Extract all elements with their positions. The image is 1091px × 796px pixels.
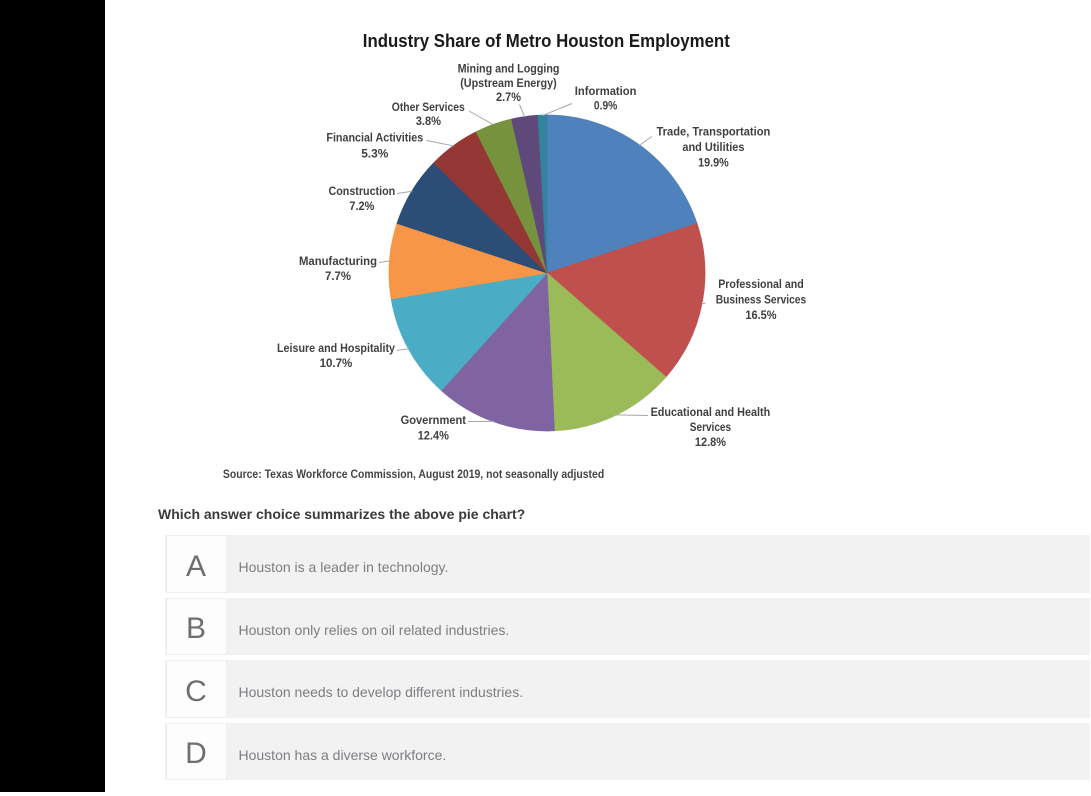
svg-text:Trade, Transportation: Trade, Transportation [657,124,771,138]
svg-text:Information: Information [575,84,637,98]
svg-text:Educational and Health: Educational and Health [651,405,771,419]
svg-text:5.3%: 5.3% [361,146,388,160]
svg-text:3.8%: 3.8% [416,114,442,128]
svg-text:Industry Share of Metro Housto: Industry Share of Metro Houston Employme… [363,31,730,51]
svg-text:12.8%: 12.8% [695,435,726,449]
svg-text:7.7%: 7.7% [325,269,351,283]
svg-text:19.9%: 19.9% [698,156,729,170]
svg-text:Financial Activities: Financial Activities [326,131,423,145]
svg-text:Other Services: Other Services [392,100,465,114]
svg-text:16.5%: 16.5% [745,308,776,322]
svg-text:2.7%: 2.7% [496,90,521,104]
svg-text:Manufacturing: Manufacturing [299,254,377,268]
svg-text:Leisure and Hospitality: Leisure and Hospitality [277,341,395,355]
svg-text:(Upstream Energy): (Upstream Energy) [460,76,557,90]
svg-text:0.9%: 0.9% [594,98,618,112]
svg-text:Professional and: Professional and [718,277,804,291]
svg-text:Source: Texas Workforce Commis: Source: Texas Workforce Commission, Augu… [223,467,604,481]
svg-text:10.7%: 10.7% [320,356,353,370]
svg-text:Mining and Logging: Mining and Logging [458,62,560,76]
svg-text:12.4%: 12.4% [418,429,449,443]
svg-text:and Utilities: and Utilities [682,140,744,154]
svg-text:Government: Government [401,413,466,427]
svg-text:Business Services: Business Services [716,293,807,307]
svg-text:Services: Services [690,420,732,434]
svg-text:7.2%: 7.2% [349,199,374,213]
svg-text:Construction: Construction [329,184,396,198]
